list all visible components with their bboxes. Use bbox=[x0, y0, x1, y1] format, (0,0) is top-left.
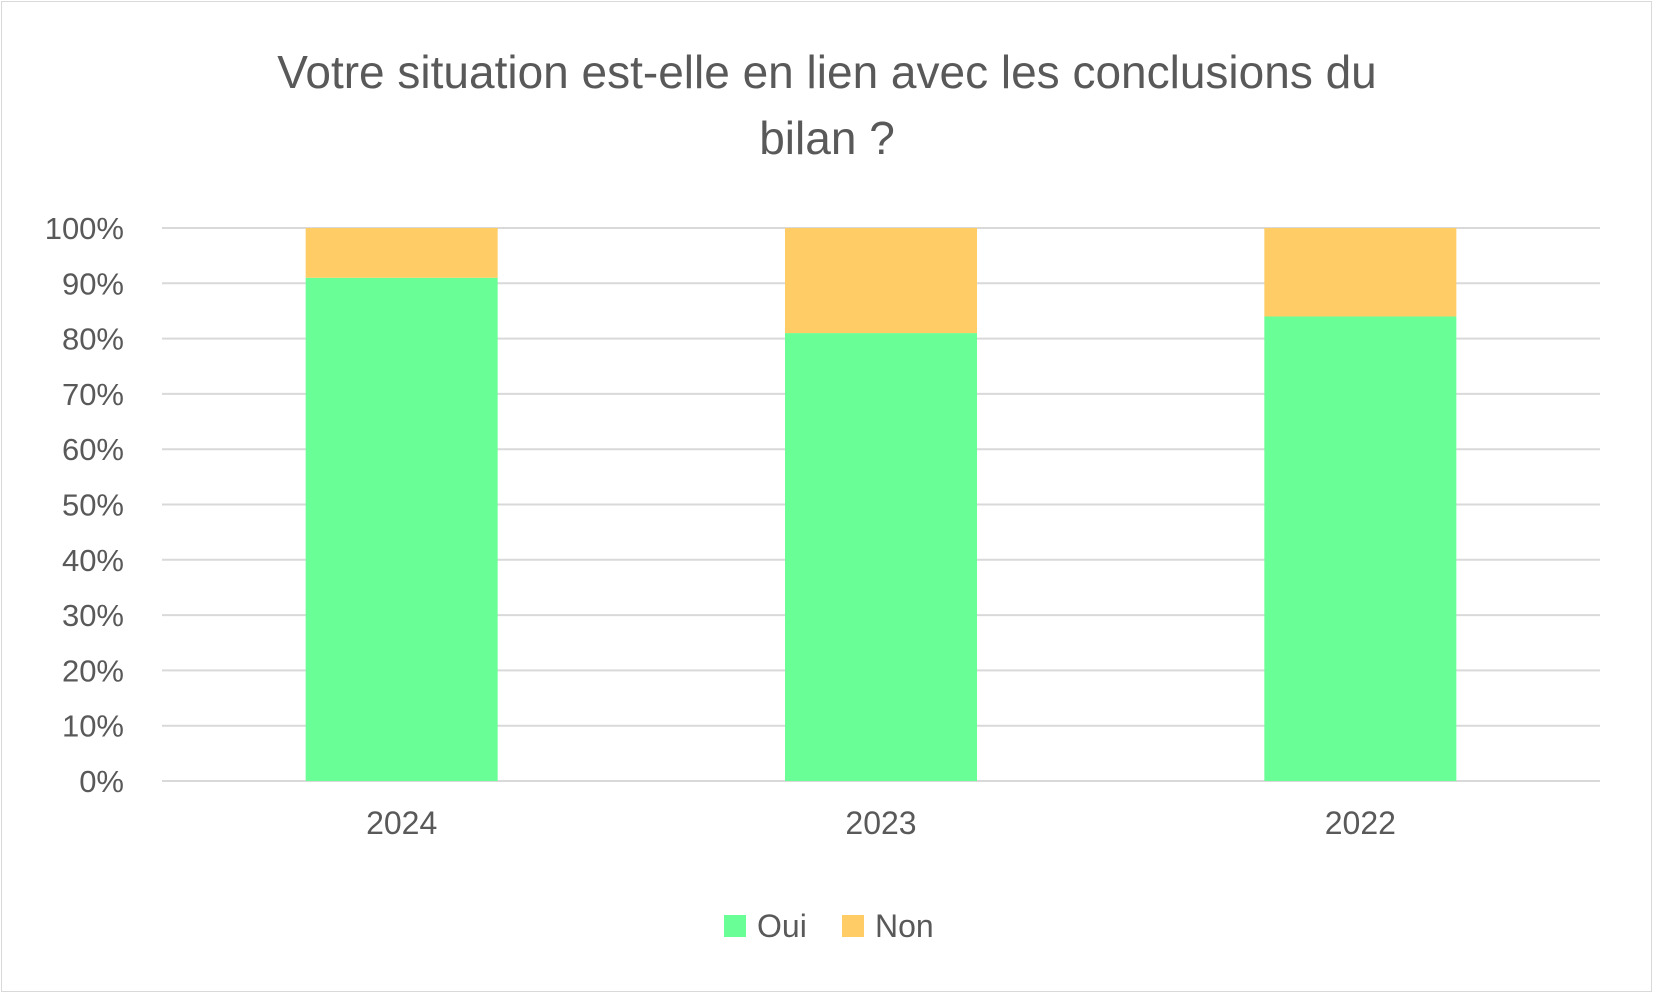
y-tick-label: 30% bbox=[62, 598, 124, 633]
bar-non-2022 bbox=[1264, 228, 1457, 317]
legend-item-oui: Oui bbox=[724, 908, 807, 944]
bar-oui-2022 bbox=[1264, 316, 1457, 781]
y-tick-label: 100% bbox=[45, 211, 124, 246]
x-tick-label: 2024 bbox=[366, 805, 437, 841]
legend-item-non: Non bbox=[842, 908, 934, 944]
bar-oui-2023 bbox=[785, 333, 977, 781]
bar-non-2023 bbox=[785, 228, 977, 334]
legend-label: Oui bbox=[757, 908, 807, 944]
y-tick-label: 60% bbox=[62, 432, 124, 467]
y-tick-label: 50% bbox=[62, 488, 124, 523]
y-tick-label: 40% bbox=[62, 543, 124, 578]
legend-label: Non bbox=[875, 908, 934, 944]
y-tick-label: 10% bbox=[62, 709, 124, 744]
y-tick-label: 80% bbox=[62, 322, 124, 357]
y-tick-label: 0% bbox=[79, 764, 124, 799]
legend-swatch bbox=[724, 915, 746, 937]
chart-title-line-2: bilan ? bbox=[759, 112, 895, 164]
bar-non-2024 bbox=[305, 228, 498, 278]
y-tick-label: 70% bbox=[62, 377, 124, 412]
y-tick-label: 90% bbox=[62, 266, 124, 301]
legend-swatch bbox=[842, 915, 864, 937]
chart-title-line-1: Votre situation est-elle en lien avec le… bbox=[277, 46, 1377, 98]
bar-oui-2024 bbox=[305, 277, 498, 781]
x-tick-label: 2022 bbox=[1325, 805, 1396, 841]
y-tick-label: 20% bbox=[62, 653, 124, 688]
x-tick-label: 2023 bbox=[845, 805, 916, 841]
